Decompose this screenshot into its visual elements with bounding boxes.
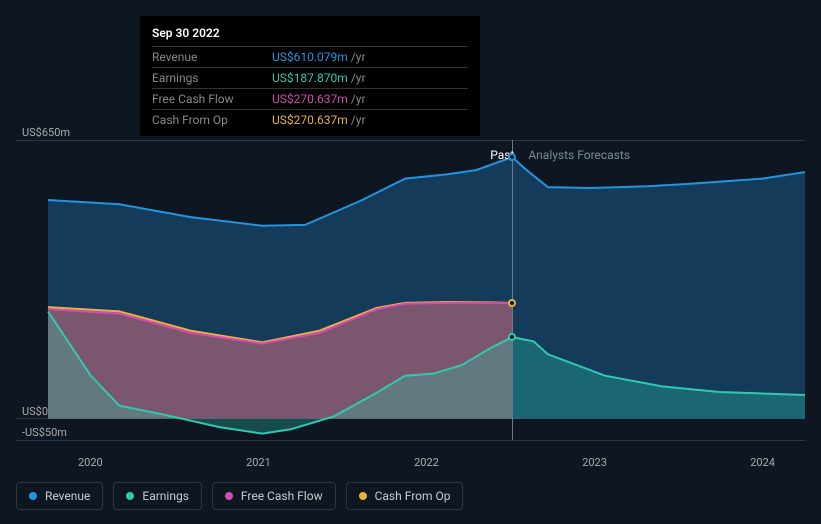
x-axis-tick: 2024 (750, 456, 775, 469)
tooltip-row: Free Cash FlowUS$270.637m/yr (152, 88, 468, 109)
legend-label: Cash From Op (375, 489, 451, 503)
tooltip-row: Cash From OpUS$270.637m/yr (152, 109, 468, 130)
tooltip-row: EarningsUS$187.870m/yr (152, 67, 468, 88)
tooltip-row-label: Revenue (152, 50, 272, 64)
legend-dot (359, 492, 367, 500)
x-axis-tick: 2023 (582, 456, 607, 469)
tooltip-row-unit: /yr (351, 113, 366, 127)
x-axis-tick: 2020 (78, 456, 103, 469)
tooltip-row-label: Free Cash Flow (152, 92, 272, 106)
hover-dot-cfo (508, 299, 516, 307)
legend-dot (126, 492, 134, 500)
financial-forecast-chart: Sep 30 2022 RevenueUS$610.079m/yrEarning… (0, 0, 821, 524)
tooltip-row-value: US$270.637m (272, 113, 348, 127)
x-axis-tick: 2021 (246, 456, 271, 469)
legend-item-fcf[interactable]: Free Cash Flow (212, 482, 336, 510)
hover-dot-revenue (508, 153, 516, 161)
tooltip-row-unit: /yr (351, 92, 366, 106)
x-axis-tick: 2022 (414, 456, 439, 469)
x-axis: 2020 2021 2022 2023 2024 (48, 456, 805, 469)
legend-dot (225, 492, 233, 500)
legend-item-cfo[interactable]: Cash From Op (346, 482, 464, 510)
tooltip-row-unit: /yr (351, 50, 366, 64)
tooltip-row-value: US$187.870m (272, 71, 348, 85)
legend-dot (29, 492, 37, 500)
legend-item-earnings[interactable]: Earnings (113, 482, 202, 510)
tooltip-row: RevenueUS$610.079m/yr (152, 46, 468, 67)
plot-area[interactable]: Past Analysts Forecasts (48, 140, 805, 440)
legend: Revenue Earnings Free Cash Flow Cash From O… (16, 482, 463, 510)
chart-tooltip: Sep 30 2022 RevenueUS$610.079m/yrEarning… (140, 16, 480, 136)
hover-dot-earnings (508, 333, 516, 341)
tooltip-row-label: Cash From Op (152, 113, 272, 127)
legend-label: Earnings (142, 489, 189, 503)
y-label-zero: US$0 (22, 405, 48, 418)
hover-crosshair: Past Analysts Forecasts (512, 140, 513, 440)
tooltip-row-value: US$610.079m (272, 50, 348, 64)
tooltip-date: Sep 30 2022 (152, 26, 468, 40)
tooltip-row-value: US$270.637m (272, 92, 348, 106)
tooltip-row-label: Earnings (152, 71, 272, 85)
legend-label: Free Cash Flow (241, 489, 323, 503)
legend-label: Revenue (45, 489, 90, 503)
forecast-label: Analysts Forecasts (528, 148, 630, 162)
y-label-max: US$650m (22, 126, 70, 139)
tooltip-row-unit: /yr (351, 71, 366, 85)
legend-item-revenue[interactable]: Revenue (16, 482, 103, 510)
